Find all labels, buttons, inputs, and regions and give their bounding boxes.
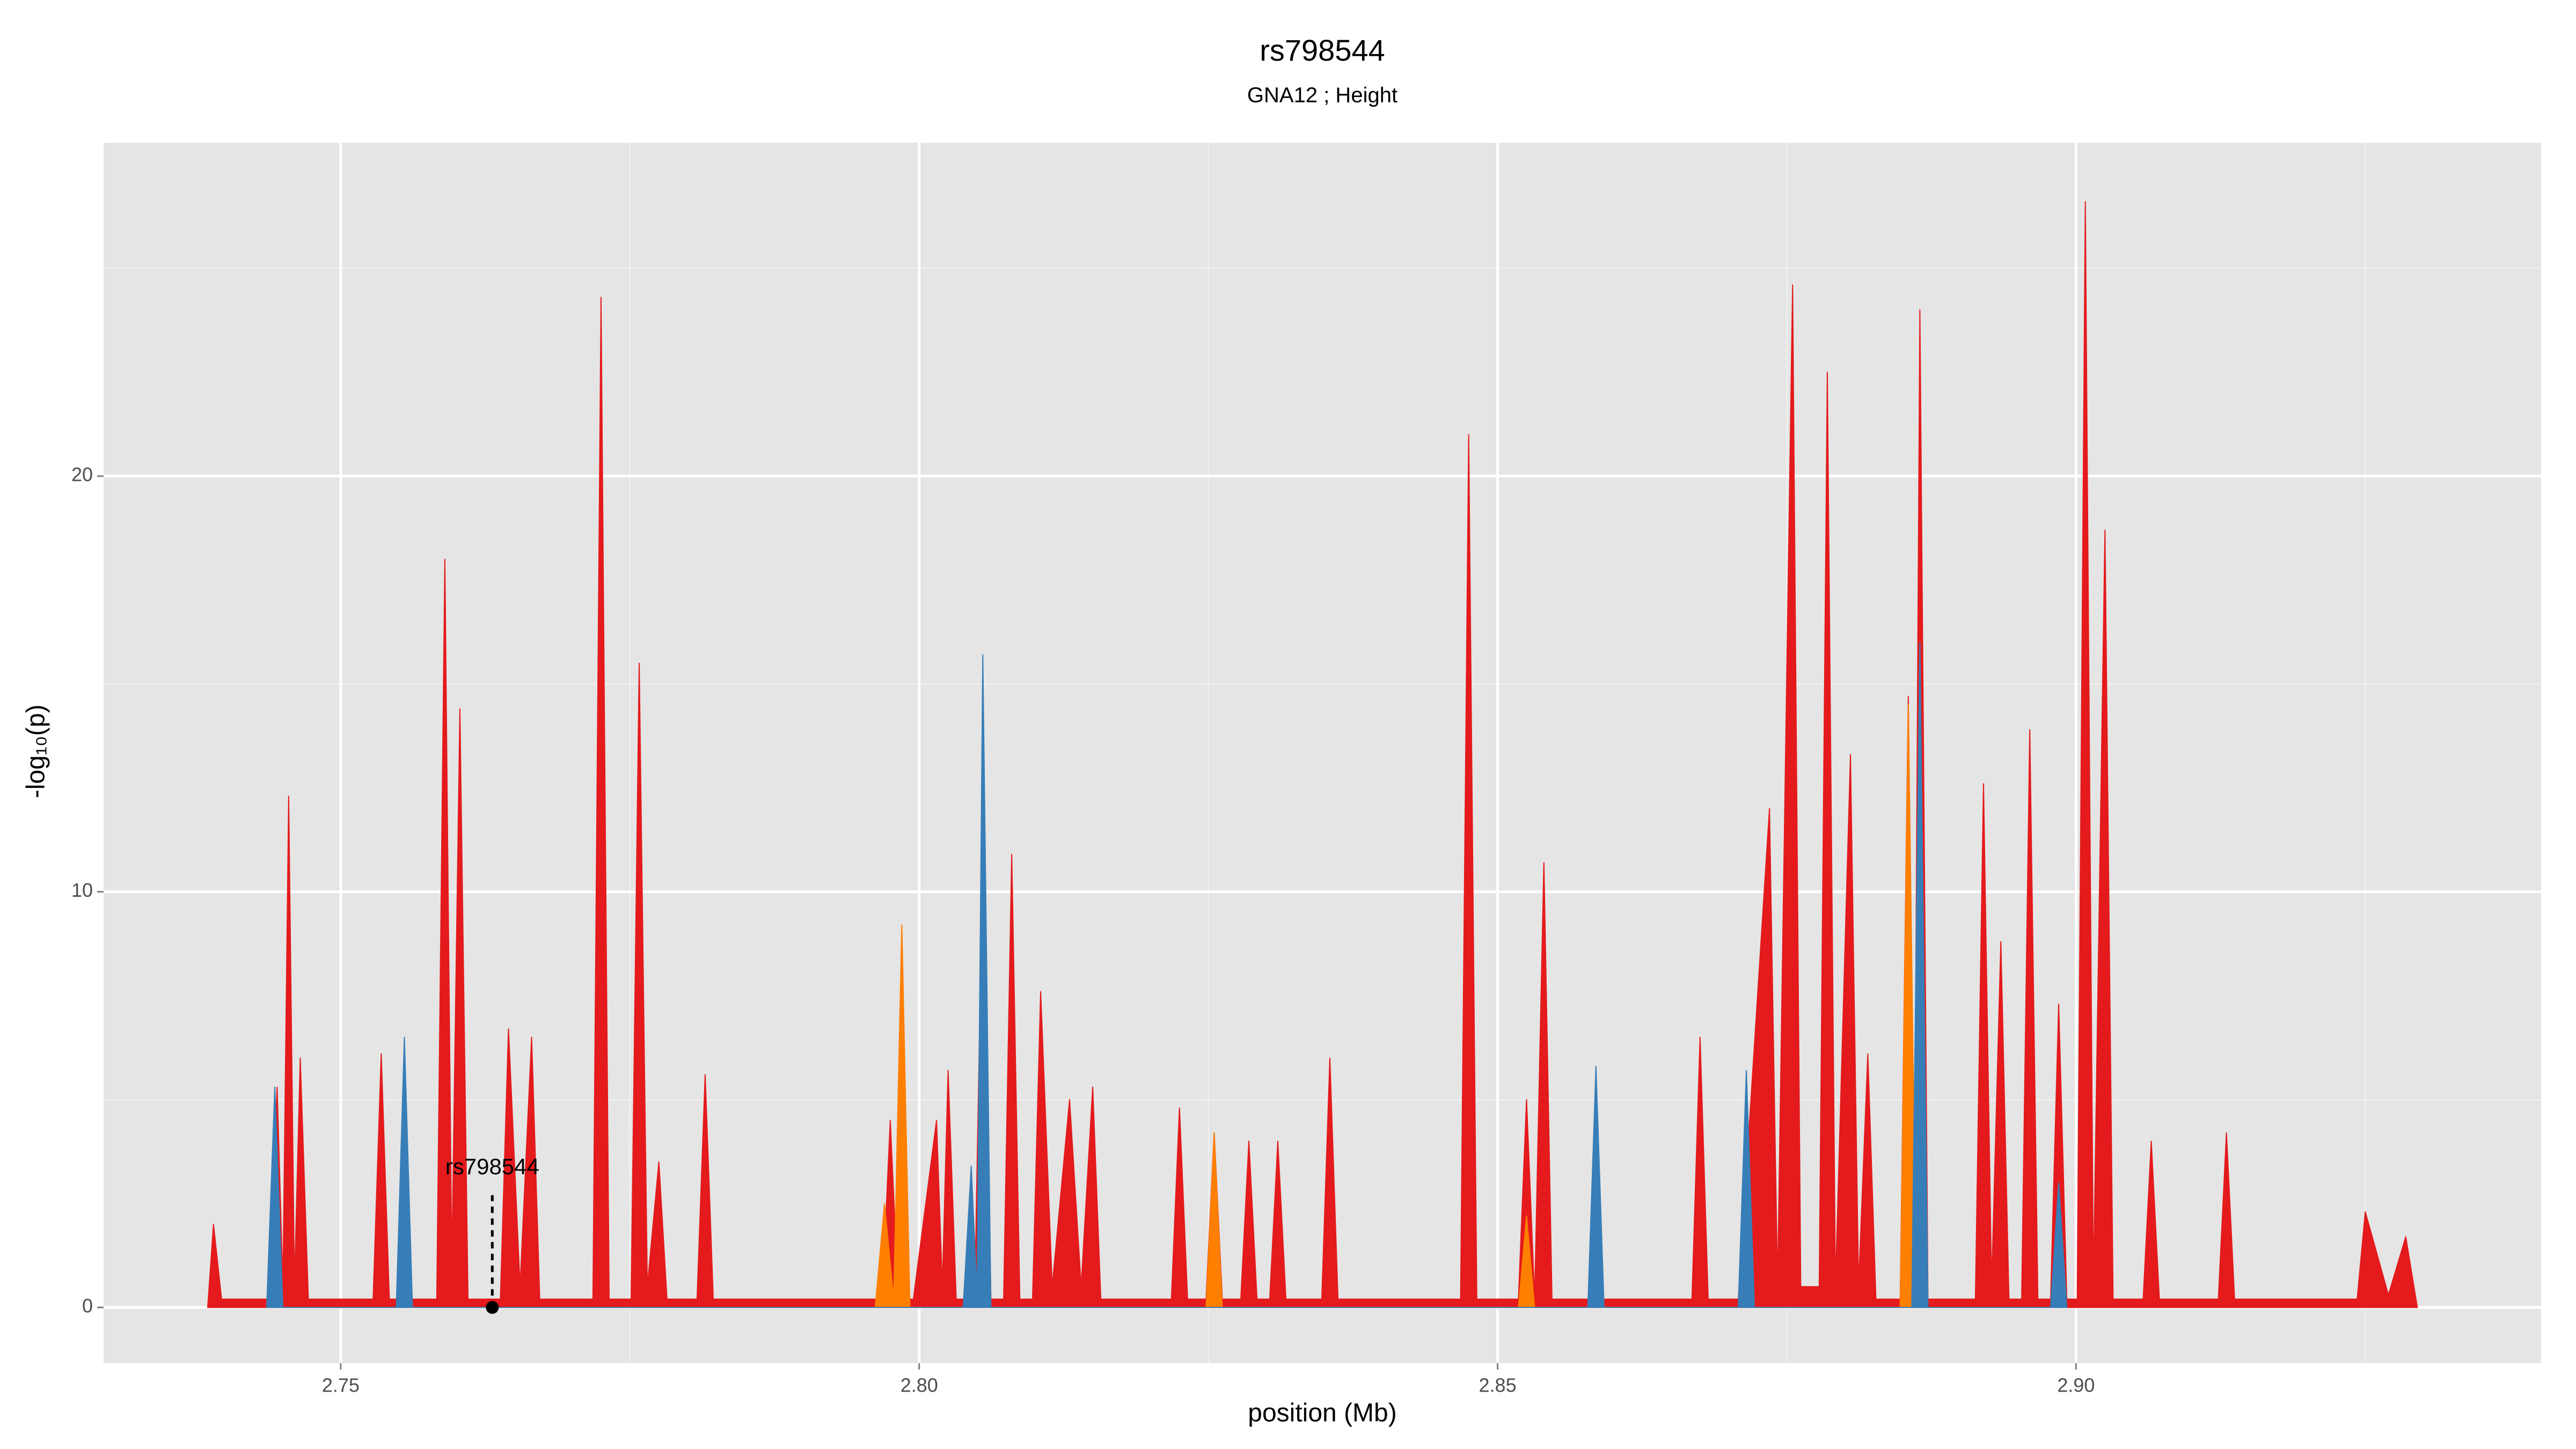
y-tick-label: 0 [82, 1295, 93, 1317]
x-tick-label: 2.90 [2057, 1374, 2095, 1396]
plot-background [104, 143, 2541, 1363]
y-tick-label: 20 [71, 464, 93, 486]
x-axis-label: position (Mb) [1248, 1399, 1396, 1428]
area [207, 201, 2418, 1308]
annotation-point [486, 1301, 499, 1314]
chart-title: rs798544 [1260, 33, 1385, 67]
chart-subtitle: GNA12 ; Height [1247, 84, 1397, 107]
y-tick-label: 10 [71, 879, 93, 901]
area [266, 641, 2068, 1308]
x-tick-label: 2.80 [901, 1374, 938, 1396]
x-tick-label: 2.75 [322, 1374, 360, 1396]
annotation-label: rs798544 [445, 1154, 539, 1179]
y-axis-label: -log₁₀(p) [22, 705, 50, 799]
x-tick-label: 2.85 [1479, 1374, 1517, 1396]
